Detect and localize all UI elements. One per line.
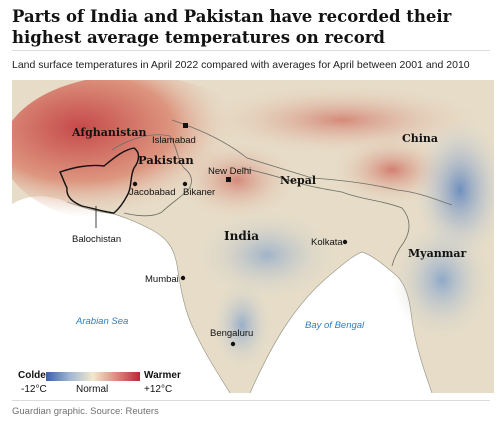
- label-arabian-sea: Arabian Sea: [75, 316, 128, 327]
- label-bay-of-bengal: Bay of Bengal: [305, 320, 365, 331]
- chart-title: Parts of India and Pakistan have recorde…: [12, 7, 452, 47]
- legend-colder-value: -12°C: [21, 384, 47, 395]
- bay-of-bengal: [250, 252, 432, 393]
- source-credit: Guardian graphic. Source: Reuters: [12, 406, 159, 417]
- kolkata-marker: [342, 239, 348, 245]
- label-bikaner: Bikaner: [183, 187, 215, 198]
- pakistan-border: [111, 134, 192, 217]
- label-kolkata: Kolkata: [311, 237, 343, 248]
- label-islamabad: Islamabad: [152, 135, 196, 146]
- new-delhi-marker: [226, 177, 231, 182]
- label-myanmar: Myanmar: [408, 247, 466, 260]
- china-border: [171, 119, 453, 206]
- label-afghanistan: Afghanistan: [71, 126, 146, 139]
- islamabad-marker: [183, 123, 188, 128]
- balochistan-outline: [59, 147, 140, 214]
- india-nepal-border: [241, 167, 343, 193]
- color-legend: Colder Warmer -12°C Normal +12°C: [12, 368, 192, 398]
- coastline: [66, 201, 433, 394]
- label-india: India: [224, 229, 259, 243]
- label-new-delhi: New Delhi: [208, 166, 251, 177]
- heat-anomaly-north-india: [177, 140, 297, 220]
- label-bengaluru: Bengaluru: [210, 328, 253, 339]
- arabian-sea: [12, 196, 230, 393]
- label-nepal: Nepal: [280, 174, 316, 187]
- map-canvas: Afghanistan Pakistan India Nepal China M…: [2, 75, 500, 394]
- india-myanmar-border: [341, 191, 410, 267]
- jacobabad-marker: [132, 181, 138, 187]
- cool-anomaly-south-india: [212, 280, 272, 370]
- temperature-map: Afghanistan Pakistan India Nepal China M…: [2, 75, 500, 394]
- label-china: China: [402, 132, 438, 145]
- label-jacobabad: Jacobabad: [129, 187, 175, 198]
- legend-normal-label: Normal: [76, 384, 109, 395]
- source-divider: [12, 400, 490, 401]
- mumbai-marker: [180, 275, 186, 281]
- legend-colder-label: Colder: [18, 370, 50, 381]
- title-divider: [12, 50, 490, 51]
- label-pakistan: Pakistan: [138, 153, 194, 167]
- label-balochistan: Balochistan: [72, 234, 121, 245]
- bikaner-marker: [182, 181, 188, 187]
- chart-subtitle: Land surface temperatures in April 2022 …: [12, 59, 470, 71]
- cool-anomaly-myanmar: [392, 220, 492, 340]
- legend-warmer-label: Warmer: [144, 370, 181, 381]
- label-mumbai: Mumbai: [145, 274, 179, 285]
- cool-anomaly-central-india: [197, 210, 337, 300]
- bengaluru-marker: [230, 341, 236, 347]
- legend-gradient-bar: [46, 372, 140, 381]
- legend-warmer-value: +12°C: [144, 384, 173, 395]
